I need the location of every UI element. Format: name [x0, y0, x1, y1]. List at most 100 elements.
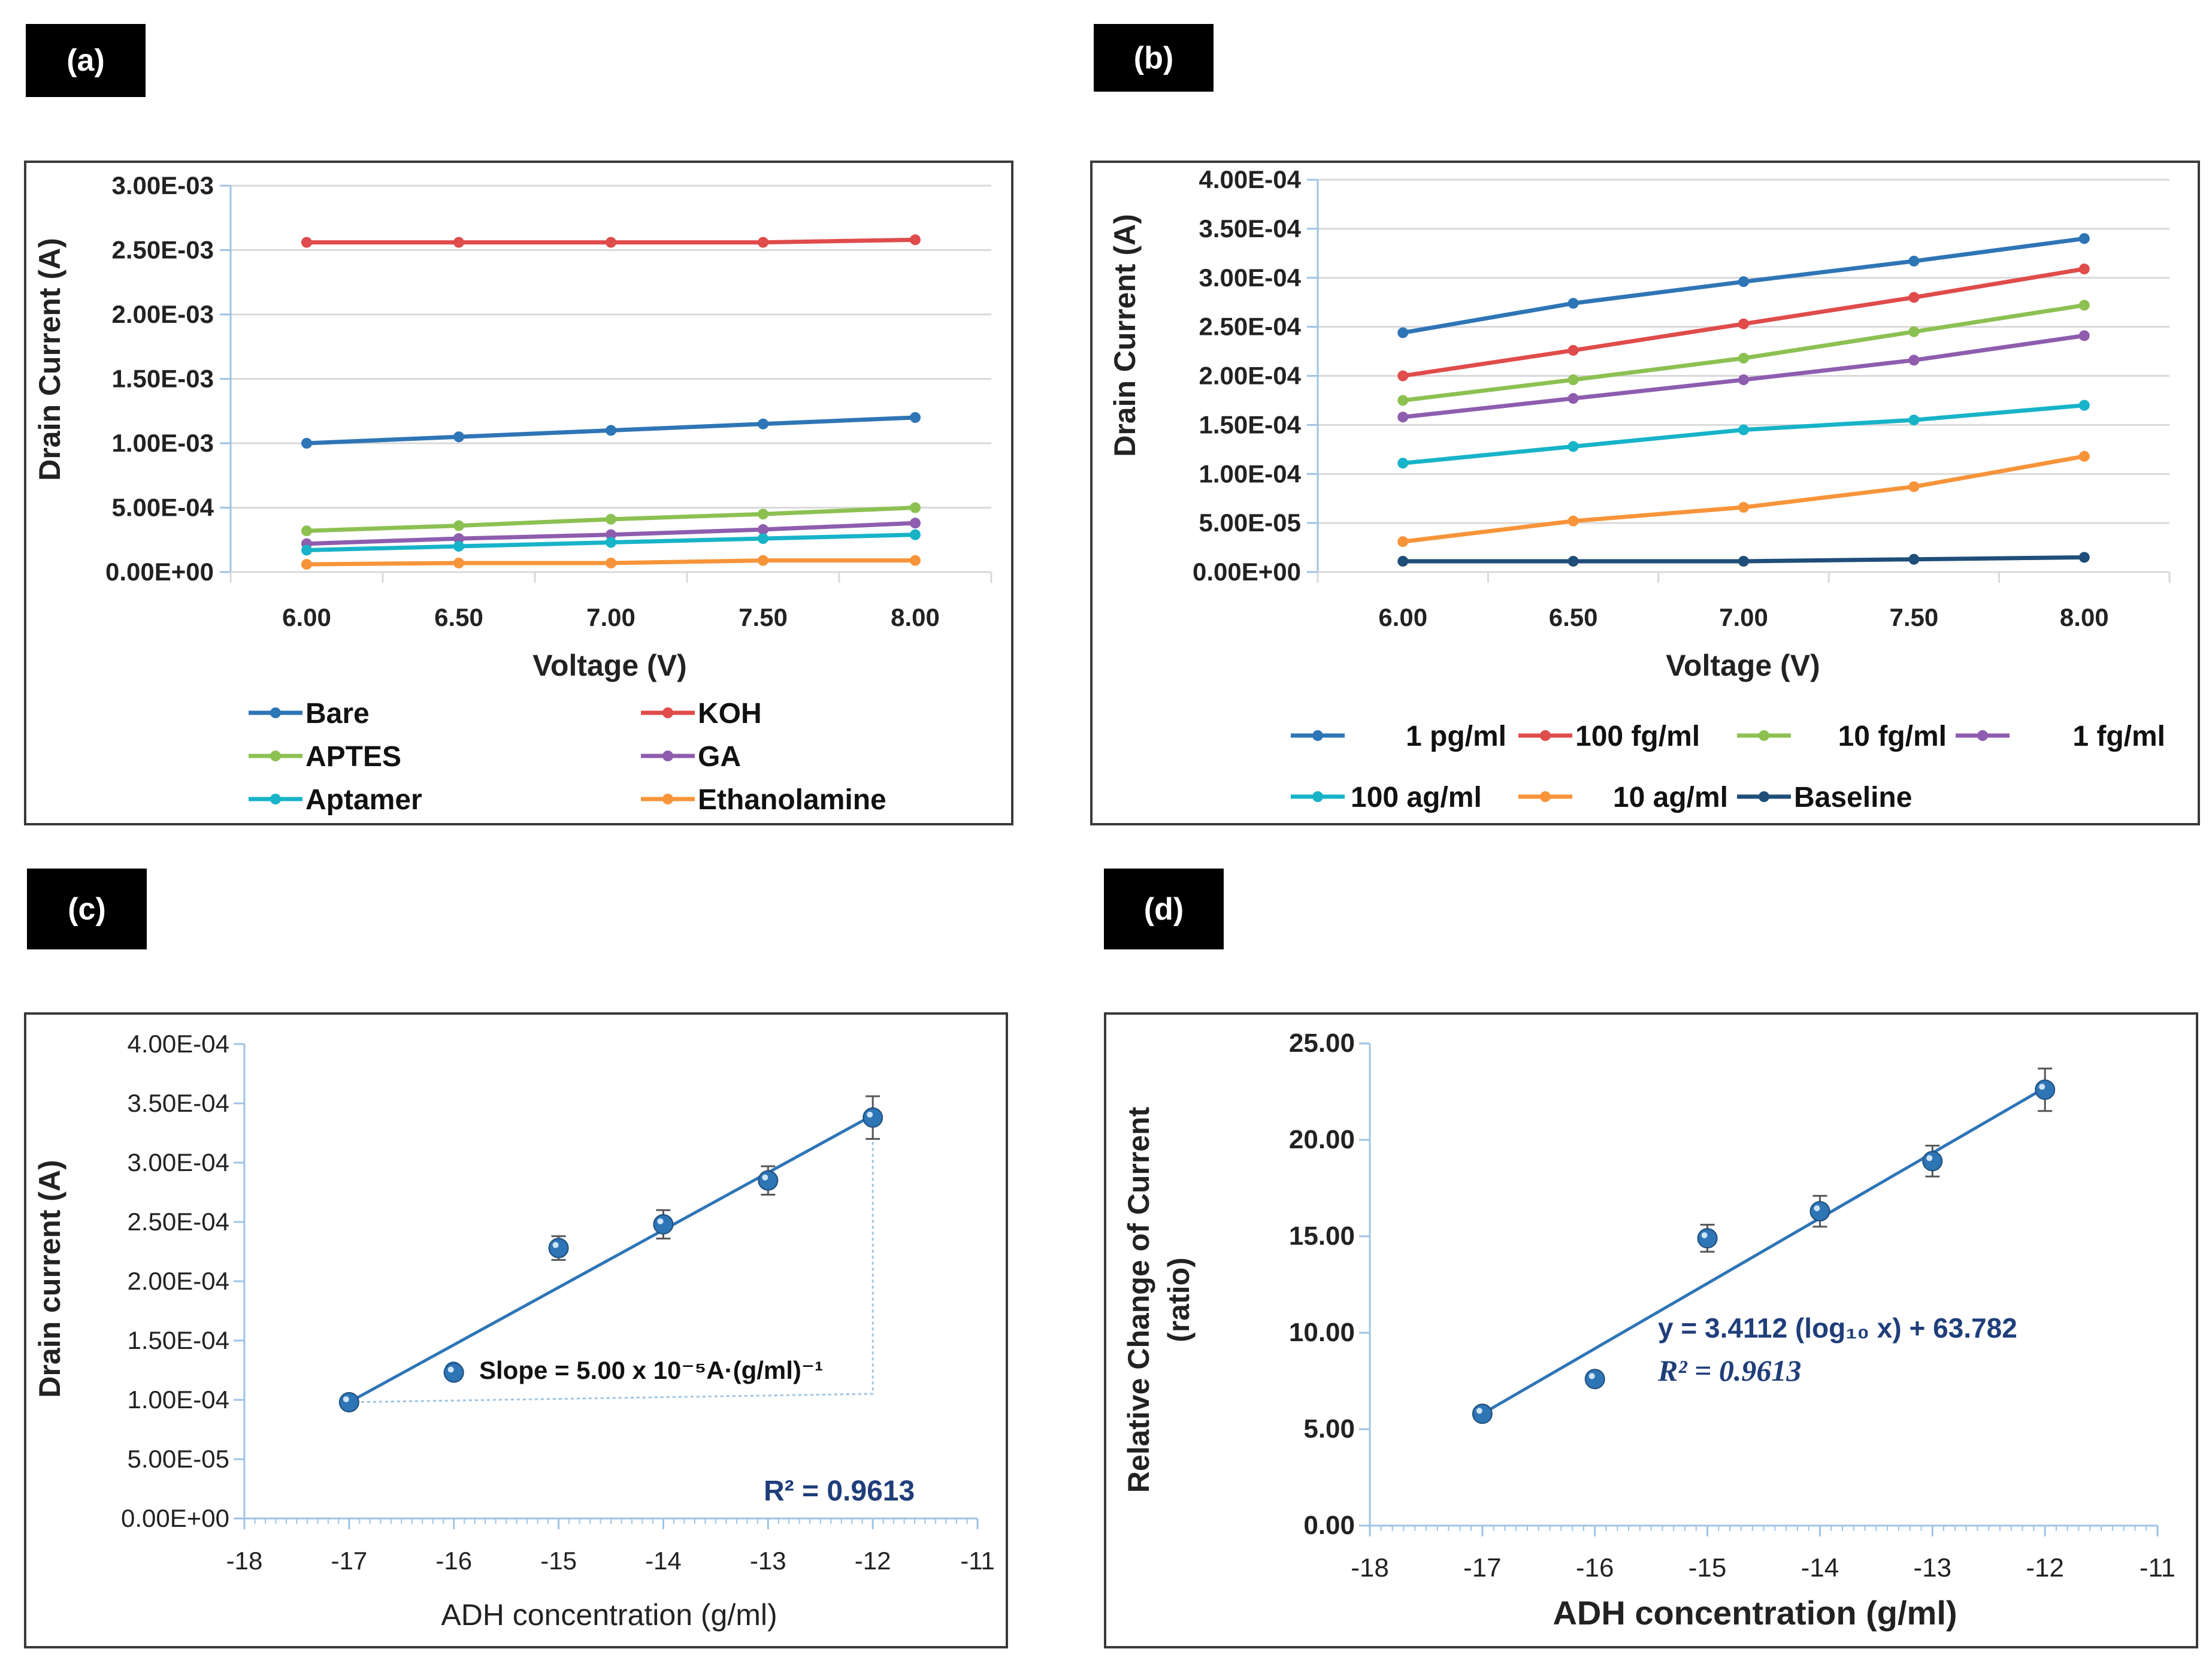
- chartA-series-point: [606, 557, 616, 568]
- chartB-series-point: [1568, 555, 1579, 567]
- chartB-series-point: [1908, 355, 1920, 366]
- chartC-data-point-highlight: [657, 1218, 664, 1224]
- chartB-series-point: [1908, 326, 1920, 337]
- chartB-series-point: [1397, 536, 1409, 547]
- chartB-legend-marker: [1312, 730, 1323, 741]
- chartA-series-point: [301, 559, 312, 570]
- chartC-xtick-label: -14: [645, 1547, 682, 1575]
- chart-d-ylabel-line1: Relative Change of Current: [1122, 1106, 1155, 1493]
- chartD-ytick-label: 25.00: [1289, 1028, 1355, 1058]
- chartA-legend-marker: [662, 707, 673, 718]
- panel-b-frame: [1090, 161, 2200, 825]
- chartB-ytick-label: 2.50E-04: [1199, 313, 1302, 341]
- chartB-legend-marker: [1759, 730, 1769, 741]
- chartB-series-point: [2078, 264, 2090, 275]
- chart-d-ylabel-line2: (ratio): [1162, 1257, 1196, 1342]
- chartD-data-point: [1922, 1151, 1943, 1172]
- chartA-series-point: [453, 533, 464, 544]
- chartD-data-point: [1472, 1403, 1493, 1424]
- chartB-legend-marker: [1977, 730, 1988, 741]
- chart-c-slope-annotation: Slope = 5.00 x 10⁻⁵A·(g/ml)⁻¹: [479, 1356, 823, 1384]
- chartA-ytick-label: 3.00E-03: [112, 171, 214, 199]
- chart-c-r2-annotation: R² = 0.9613: [764, 1475, 915, 1507]
- chartA-legend-marker: [662, 751, 673, 761]
- chartD-xtick-label: -12: [2026, 1553, 2064, 1583]
- chartD-data-point-highlight: [1476, 1408, 1482, 1414]
- chartB-xtick-label: 8.00: [2060, 603, 2109, 631]
- chartB-xtick-label: 6.50: [1549, 603, 1598, 631]
- panel-a-frame: [24, 161, 1013, 825]
- chartD-data-point-highlight: [1926, 1155, 1933, 1161]
- chartA-legend-label: GA: [698, 741, 741, 773]
- chartA-series-point: [910, 555, 921, 566]
- chartC-xtick-label: -15: [540, 1547, 577, 1575]
- chartB-series-point: [2078, 330, 2090, 341]
- chartD-data-point-highlight: [1588, 1373, 1595, 1379]
- panel-d-frame: [1104, 1012, 2198, 1648]
- chartB-xtick-label: 7.50: [1890, 603, 1939, 631]
- chartA-series-point: [758, 418, 768, 429]
- chartC-ytick-label: 3.50E-04: [128, 1089, 229, 1117]
- chartA-series-point: [453, 520, 464, 531]
- chartB-series-point: [1908, 255, 1920, 267]
- chartB-legend-marker: [1540, 791, 1551, 802]
- chartD-data-point-highlight: [1701, 1232, 1708, 1239]
- chartA-series-point: [606, 529, 616, 540]
- chartB-series-point: [1738, 501, 1749, 513]
- chartA-legend-marker: [270, 751, 281, 761]
- panel-a-badge: (a): [26, 24, 146, 97]
- chartA-series-point: [910, 529, 921, 540]
- chartA-series-point: [301, 237, 312, 248]
- chartC-xtick-label: -12: [855, 1547, 891, 1575]
- chartD-ytick-label: 5.00: [1303, 1414, 1355, 1444]
- chartB-ytick-label: 0.00E+00: [1193, 558, 1301, 586]
- chartB-ytick-label: 3.00E-04: [1199, 264, 1302, 292]
- chartA-series-point: [910, 502, 921, 513]
- chartC-xtick-label: -18: [226, 1547, 263, 1575]
- chartD-data-point: [1584, 1369, 1605, 1390]
- chartB-series-point: [1397, 555, 1409, 567]
- chartD-xtick-label: -13: [1913, 1553, 1951, 1583]
- chartA-series-point: [453, 557, 464, 568]
- chartB-legend-marker: [1312, 791, 1323, 802]
- chartA-ytick-label: 1.50E-03: [112, 365, 214, 393]
- chartB-ytick-label: 4.00E-04: [1199, 165, 1302, 193]
- chartB-xtick-label: 7.00: [1719, 603, 1768, 631]
- chartD-xtick-label: -11: [2140, 1553, 2175, 1583]
- chartB-series-point: [1397, 327, 1409, 338]
- chartC-xtick-label: -11: [960, 1547, 995, 1575]
- chartA-xtick-label: 7.00: [586, 603, 636, 631]
- chartB-series-point: [1568, 344, 1579, 356]
- chartA-series-point: [910, 412, 921, 423]
- chartB-ytick-label: 1.50E-04: [1199, 410, 1302, 438]
- chartC-ytick-label: 1.50E-04: [128, 1326, 229, 1354]
- chartA-series-point: [301, 525, 312, 537]
- chartA-series-point: [606, 237, 616, 248]
- chartB-series-point: [1738, 318, 1749, 329]
- chart-c-ylabel: Drain current (A): [33, 1160, 66, 1397]
- chartB-series-point: [1908, 415, 1920, 426]
- chartB-legend-marker: [1540, 730, 1551, 741]
- chartC-ytick-label: 5.00E-05: [128, 1445, 229, 1473]
- chartC-data-point-highlight: [762, 1174, 768, 1181]
- chartA-legend-label: KOH: [698, 698, 762, 730]
- chartD-data-point: [1809, 1201, 1830, 1222]
- chartC-ytick-label: 0.00E+00: [121, 1504, 229, 1532]
- chartB-series-point: [1397, 395, 1409, 406]
- chart-d-equation-annotation: y = 3.4112 (log₁₀ x) + 63.782: [1658, 1312, 2017, 1344]
- chart-a-ylabel: Drain Current (A): [33, 238, 66, 481]
- chartA-series-point: [606, 425, 616, 436]
- chartB-series-point: [2078, 233, 2090, 244]
- chartA-series-point: [758, 555, 768, 566]
- chartA-series-point: [758, 524, 768, 536]
- chartB-legend-label: 100 ag/ml: [1351, 782, 1482, 813]
- chart-d-xlabel: ADH concentration (g/ml): [1553, 1594, 1957, 1632]
- panel-c-badge: (c): [27, 869, 147, 949]
- chart-a-xlabel: Voltage (V): [532, 649, 686, 682]
- chartB-ytick-label: 5.00E-05: [1199, 509, 1301, 537]
- chartB-series-point: [1908, 553, 1920, 565]
- chartC-ytick-label: 1.00E-04: [128, 1385, 229, 1414]
- chartC-data-point-highlight: [447, 1366, 454, 1373]
- chartB-ytick-label: 3.50E-04: [1199, 214, 1302, 243]
